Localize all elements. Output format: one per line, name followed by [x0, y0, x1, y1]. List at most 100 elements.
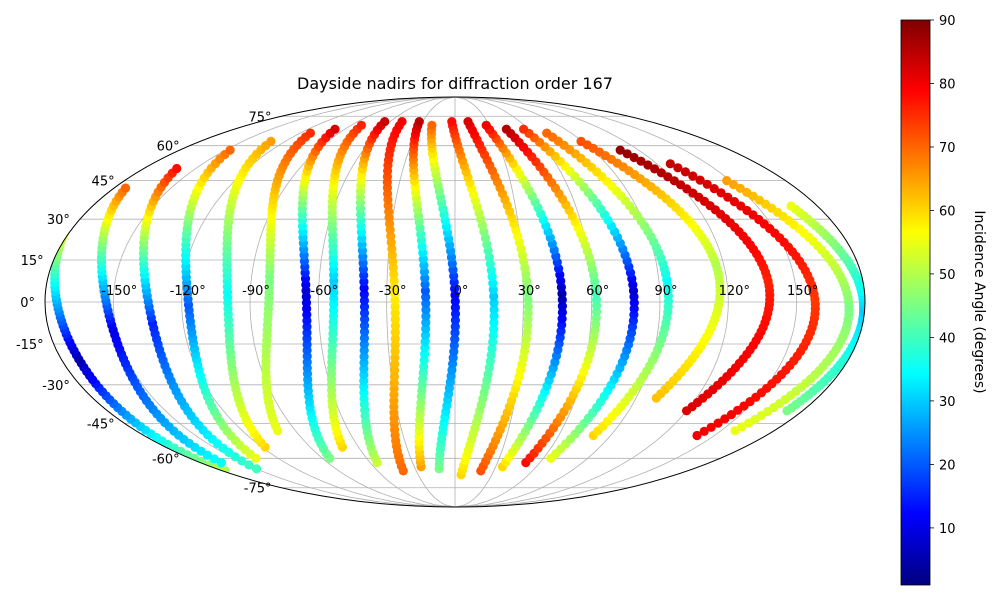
data-point [390, 321, 400, 331]
latitude-tick-label: 15° [21, 254, 44, 269]
data-point [244, 460, 254, 470]
data-point [390, 295, 400, 305]
data-point [665, 159, 675, 169]
orbit-track [355, 117, 390, 468]
data-point [390, 353, 400, 363]
data-point [735, 183, 745, 193]
orbit-track [463, 117, 533, 476]
data-point [489, 311, 499, 321]
data-point [414, 117, 424, 127]
data-point [356, 120, 366, 130]
orbit-track [408, 117, 431, 472]
data-point [172, 163, 182, 174]
data-point [427, 120, 437, 130]
data-point [699, 426, 709, 436]
longitude-tick-label: 90° [654, 284, 677, 299]
orbit-track [181, 145, 261, 463]
colorbar-tick-label: 90 [939, 14, 956, 29]
data-point [680, 167, 691, 177]
data-point [390, 334, 400, 344]
latitude-tick-label: 45° [92, 175, 115, 190]
data-point [523, 308, 533, 318]
data-point [728, 179, 739, 190]
orbit-track [261, 128, 315, 436]
orbit-track [542, 128, 674, 441]
data-point [390, 308, 400, 318]
data-point [209, 454, 219, 464]
colorbar-tick-label: 40 [939, 331, 956, 346]
latitude-tick-label: -75° [244, 482, 272, 497]
data-point [523, 314, 533, 324]
colorbar-tick-label: 80 [939, 78, 956, 93]
data-point [723, 192, 733, 202]
data-point [695, 175, 705, 185]
data-point [390, 327, 400, 337]
data-point [720, 414, 730, 424]
longitude-tick-label: 120° [719, 284, 750, 299]
data-point [736, 201, 746, 211]
colorbar-label: Incidence Angle (degrees) [971, 210, 987, 393]
orbit-track [576, 136, 725, 403]
longitude-tick-label: -120° [170, 284, 206, 299]
colorbar-ticks: 10 20 30 40 50 60 70 80 90 [930, 14, 956, 537]
longitude-tick-label: 30° [518, 284, 541, 299]
data-point [390, 314, 400, 324]
data-point [576, 136, 586, 146]
latitude-tick-label: 75° [248, 110, 271, 125]
data-point [421, 305, 431, 315]
latitude-tick-label: 30° [47, 213, 70, 228]
orbit-track [782, 201, 865, 416]
data-point [390, 340, 400, 350]
data-point [489, 298, 499, 308]
orbit-track [138, 163, 262, 474]
data-point [722, 176, 732, 186]
data-point [636, 156, 646, 166]
data-point [251, 464, 262, 474]
data-point [389, 276, 399, 286]
data-point [60, 228, 70, 238]
data-point [716, 188, 726, 198]
data-point [786, 201, 796, 211]
latitude-tick-label: -45° [87, 417, 115, 432]
data-point [702, 179, 712, 189]
orbit-track [665, 159, 820, 441]
incidence-scatter [50, 117, 865, 480]
data-point [390, 301, 400, 312]
longitude-ticks: -150° -120° -90° -60° -30° 0° 30° 60° 90° 120° 150… [101, 284, 818, 299]
colorbar-tick-label: 60 [939, 204, 956, 219]
data-point [305, 128, 315, 138]
data-point [629, 152, 639, 163]
data-point [397, 117, 407, 127]
data-point [615, 145, 625, 155]
orbit-track [222, 136, 276, 452]
data-point [489, 318, 499, 328]
data-point [266, 136, 276, 146]
data-point [713, 418, 723, 428]
data-point [519, 124, 529, 134]
data-point [421, 311, 431, 321]
orbit-track [326, 120, 366, 452]
data-point [447, 117, 457, 127]
orbit-track [615, 145, 775, 416]
data-point [421, 318, 431, 328]
data-point [225, 145, 235, 155]
data-point [706, 422, 716, 432]
colorbar-tick-label: 20 [939, 458, 956, 473]
longitude-tick-label: 60° [586, 284, 609, 299]
data-point [489, 304, 499, 315]
data-point [216, 458, 226, 468]
colorbar: 10 20 30 40 50 60 70 80 90 Incidence Angle (degr… [900, 14, 987, 586]
data-point [729, 197, 740, 207]
data-point [542, 128, 552, 138]
data-point [463, 117, 473, 127]
orbit-track [96, 183, 226, 468]
data-point [330, 124, 340, 134]
data-point [420, 330, 431, 340]
colorbar-tick-label: 50 [939, 268, 956, 283]
latitude-tick-label: -60° [152, 452, 180, 467]
data-point [421, 298, 431, 309]
orbit-track [382, 117, 408, 476]
orbit-track [519, 124, 639, 463]
